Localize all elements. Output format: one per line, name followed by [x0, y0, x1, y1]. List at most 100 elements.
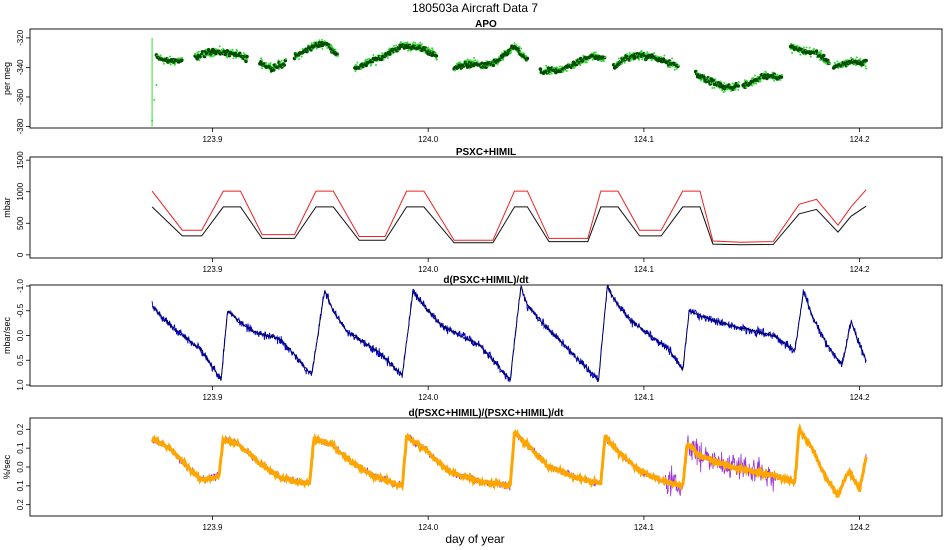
apo-point	[864, 65, 867, 68]
apo-outlier	[155, 84, 158, 87]
apo-point-avg	[627, 58, 631, 62]
apo-point	[278, 68, 280, 70]
plot-area-rel	[150, 423, 868, 499]
apo-point	[515, 44, 518, 47]
plot-area-deriv	[151, 285, 867, 383]
apo-point	[466, 58, 469, 61]
apo-segment	[154, 53, 184, 66]
apo-point	[419, 41, 422, 44]
apo-point	[269, 62, 272, 65]
apo-point	[755, 82, 758, 85]
apo-point	[381, 52, 384, 55]
apo-point	[406, 41, 409, 44]
apo-point	[548, 73, 551, 76]
apo-point-avg	[538, 67, 543, 71]
apo-outlier	[153, 98, 156, 101]
apo-point	[734, 88, 737, 91]
apo-point	[334, 48, 337, 51]
x-tick-label: 123.9	[202, 393, 223, 402]
apo-point	[696, 71, 699, 74]
panel-title-rel: d(PSXC+HIMIL)/(PSXC+HIMIL)/dt	[409, 408, 565, 419]
apo-point	[584, 61, 587, 64]
x-tick-label: 124.0	[418, 265, 439, 274]
apo-point	[567, 62, 570, 65]
x-tick-label: 124.1	[634, 265, 655, 274]
apo-point	[236, 50, 239, 52]
apo-point	[181, 57, 184, 59]
apo-point	[386, 56, 389, 59]
apo-point	[434, 52, 437, 55]
apo-point-avg	[259, 59, 263, 64]
apo-point	[372, 54, 375, 56]
apo-point	[310, 42, 313, 45]
y-tick-label: 0.5	[16, 354, 25, 366]
apo-point	[585, 61, 588, 64]
apo-point	[793, 44, 796, 47]
apo-point	[854, 58, 857, 61]
apo-point	[640, 51, 643, 54]
apo-point	[819, 51, 822, 54]
y-axis-label-rel: %/sec	[2, 454, 12, 479]
panel-rel: d(PSXC+HIMIL)/(PSXC+HIMIL)/dt %/sec 123.9 1…	[2, 408, 943, 532]
apo-point	[646, 52, 649, 55]
y-tick-label: 1000	[16, 182, 25, 200]
apo-point	[354, 70, 357, 73]
apo-point	[773, 79, 776, 82]
apo-point-avg	[282, 63, 287, 67]
apo-point	[780, 73, 783, 76]
apo-point	[474, 59, 477, 62]
y-tick-label: -0.5	[16, 303, 25, 317]
apo-point	[828, 62, 831, 65]
apo-point	[476, 60, 479, 63]
apo-point	[669, 60, 672, 63]
apo-segment	[741, 70, 784, 89]
apo-point	[714, 78, 717, 81]
apo-point	[213, 54, 216, 57]
apo-point	[559, 65, 561, 68]
y-tick-label: 0.0	[16, 461, 25, 473]
y-tick-label: 0.2	[16, 499, 25, 511]
apo-point	[776, 73, 779, 76]
panel-frame-apo	[29, 28, 943, 129]
deriv-line-smoothed	[151, 285, 867, 382]
apo-point	[298, 58, 301, 61]
y-tick-label: 0.0	[16, 329, 25, 341]
apo-point	[169, 63, 172, 66]
x-tick-label: 124.1	[634, 523, 655, 532]
apo-point	[264, 63, 267, 66]
apo-point	[509, 50, 512, 53]
apo-point	[764, 70, 767, 73]
apo-point	[260, 58, 263, 61]
y-tick-label: -1.0	[16, 279, 25, 293]
apo-point	[414, 41, 417, 44]
apo-point	[638, 58, 641, 61]
apo-point	[623, 61, 626, 64]
plot-area-apo	[151, 37, 868, 127]
apo-point	[769, 77, 772, 80]
apo-point	[356, 61, 359, 64]
apo-point	[667, 66, 670, 68]
apo-point-avg	[335, 52, 339, 56]
apo-point	[745, 79, 748, 82]
apo-point	[519, 51, 522, 54]
apo-point	[222, 47, 225, 50]
y-tick-label: 0.2	[16, 423, 25, 435]
apo-point	[435, 58, 438, 61]
y-tick-label: 0.1	[16, 442, 25, 454]
apo-point	[261, 67, 264, 70]
apo-point	[638, 56, 641, 59]
panel-title-apo: APO	[475, 19, 497, 30]
panel-title-deriv: d(PSXC+HIMIL)/dt	[443, 275, 529, 286]
apo-point-avg	[180, 58, 184, 62]
x-tick-label: 124.2	[850, 265, 871, 274]
apo-point	[789, 47, 792, 50]
apo-point-avg	[779, 75, 784, 79]
apo-point	[214, 48, 217, 50]
apo-point	[836, 60, 839, 63]
apo-point	[616, 61, 619, 63]
apo-point	[723, 82, 726, 84]
apo-point	[677, 64, 680, 67]
apo-segment	[831, 56, 868, 70]
apo-point	[726, 87, 729, 90]
